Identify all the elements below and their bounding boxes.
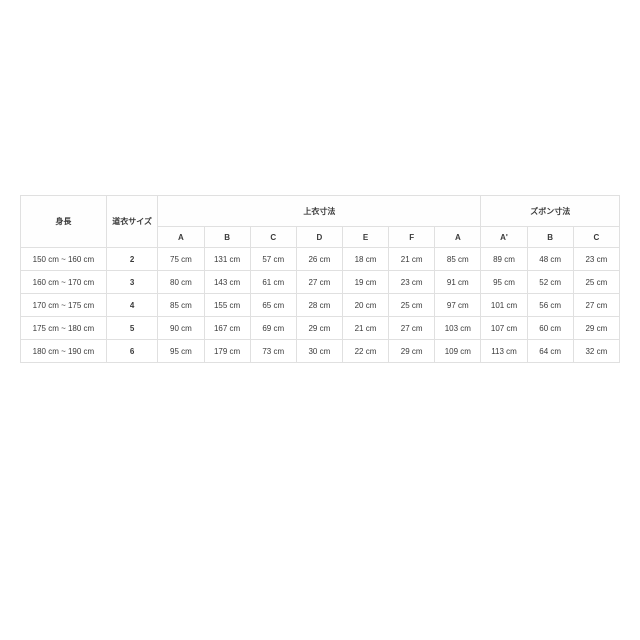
pants-col-B: B <box>527 227 573 248</box>
jacket-col-A2: A <box>435 227 481 248</box>
pants-col-C: C <box>573 227 619 248</box>
cell: 57 cm <box>250 248 296 271</box>
cell: 89 cm <box>481 248 527 271</box>
cell: 113 cm <box>481 340 527 363</box>
cell: 28 cm <box>296 294 342 317</box>
col-group-pants: ズボン寸法 <box>481 196 620 227</box>
cell: 95 cm <box>158 340 204 363</box>
cell: 56 cm <box>527 294 573 317</box>
cell-size: 3 <box>106 271 158 294</box>
cell-height: 160 cm ~ 170 cm <box>21 271 107 294</box>
cell: 90 cm <box>158 317 204 340</box>
cell: 60 cm <box>527 317 573 340</box>
cell-height: 180 cm ~ 190 cm <box>21 340 107 363</box>
jacket-col-E: E <box>342 227 388 248</box>
cell: 80 cm <box>158 271 204 294</box>
cell-size: 5 <box>106 317 158 340</box>
cell: 21 cm <box>342 317 388 340</box>
size-chart-container: 身長 道衣サイズ 上衣寸法 ズボン寸法 A B C D E F A A' B C… <box>20 195 620 363</box>
table-body: 150 cm ~ 160 cm 2 75 cm 131 cm 57 cm 26 … <box>21 248 620 363</box>
cell: 52 cm <box>527 271 573 294</box>
cell: 27 cm <box>573 294 619 317</box>
cell: 19 cm <box>342 271 388 294</box>
table-row: 170 cm ~ 175 cm 4 85 cm 155 cm 65 cm 28 … <box>21 294 620 317</box>
jacket-col-A: A <box>158 227 204 248</box>
pants-col-Ap: A' <box>481 227 527 248</box>
cell: 26 cm <box>296 248 342 271</box>
cell: 75 cm <box>158 248 204 271</box>
cell: 103 cm <box>435 317 481 340</box>
cell: 29 cm <box>389 340 435 363</box>
cell: 95 cm <box>481 271 527 294</box>
cell: 65 cm <box>250 294 296 317</box>
cell-height: 150 cm ~ 160 cm <box>21 248 107 271</box>
cell: 107 cm <box>481 317 527 340</box>
cell: 91 cm <box>435 271 481 294</box>
cell: 85 cm <box>158 294 204 317</box>
cell: 22 cm <box>342 340 388 363</box>
header-row-1: 身長 道衣サイズ 上衣寸法 ズボン寸法 <box>21 196 620 227</box>
cell: 61 cm <box>250 271 296 294</box>
jacket-col-B: B <box>204 227 250 248</box>
jacket-col-C: C <box>250 227 296 248</box>
table-row: 180 cm ~ 190 cm 6 95 cm 179 cm 73 cm 30 … <box>21 340 620 363</box>
cell: 20 cm <box>342 294 388 317</box>
col-header-height: 身長 <box>21 196 107 248</box>
cell: 48 cm <box>527 248 573 271</box>
cell: 131 cm <box>204 248 250 271</box>
cell: 179 cm <box>204 340 250 363</box>
cell: 155 cm <box>204 294 250 317</box>
cell: 29 cm <box>296 317 342 340</box>
cell: 25 cm <box>573 271 619 294</box>
cell: 109 cm <box>435 340 481 363</box>
cell: 30 cm <box>296 340 342 363</box>
size-chart-table: 身長 道衣サイズ 上衣寸法 ズボン寸法 A B C D E F A A' B C… <box>20 195 620 363</box>
cell: 101 cm <box>481 294 527 317</box>
col-header-size: 道衣サイズ <box>106 196 158 248</box>
jacket-col-F: F <box>389 227 435 248</box>
col-group-jacket: 上衣寸法 <box>158 196 481 227</box>
cell-size: 6 <box>106 340 158 363</box>
jacket-col-D: D <box>296 227 342 248</box>
table-row: 175 cm ~ 180 cm 5 90 cm 167 cm 69 cm 29 … <box>21 317 620 340</box>
cell: 23 cm <box>389 271 435 294</box>
cell: 29 cm <box>573 317 619 340</box>
cell-height: 170 cm ~ 175 cm <box>21 294 107 317</box>
cell: 97 cm <box>435 294 481 317</box>
table-row: 150 cm ~ 160 cm 2 75 cm 131 cm 57 cm 26 … <box>21 248 620 271</box>
cell: 85 cm <box>435 248 481 271</box>
cell: 143 cm <box>204 271 250 294</box>
cell: 167 cm <box>204 317 250 340</box>
cell: 27 cm <box>389 317 435 340</box>
cell: 64 cm <box>527 340 573 363</box>
table-row: 160 cm ~ 170 cm 3 80 cm 143 cm 61 cm 27 … <box>21 271 620 294</box>
cell: 18 cm <box>342 248 388 271</box>
cell: 21 cm <box>389 248 435 271</box>
cell: 27 cm <box>296 271 342 294</box>
cell: 32 cm <box>573 340 619 363</box>
cell: 73 cm <box>250 340 296 363</box>
cell: 69 cm <box>250 317 296 340</box>
cell: 25 cm <box>389 294 435 317</box>
cell-size: 4 <box>106 294 158 317</box>
cell-height: 175 cm ~ 180 cm <box>21 317 107 340</box>
cell-size: 2 <box>106 248 158 271</box>
cell: 23 cm <box>573 248 619 271</box>
